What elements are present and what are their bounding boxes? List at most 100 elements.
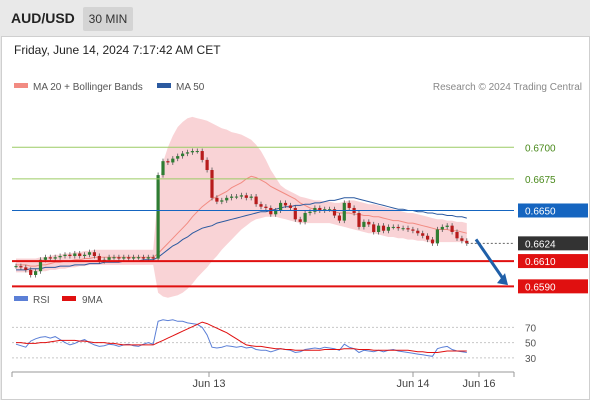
bollinger-band	[16, 116, 467, 298]
candle-body	[259, 204, 263, 207]
candle-body	[430, 239, 435, 244]
candle-body	[239, 195, 243, 197]
candle-body	[176, 156, 180, 159]
candle-body	[205, 159, 209, 171]
candle-body	[24, 267, 28, 270]
candle-body	[337, 215, 341, 221]
timeframe-button[interactable]: 30 MIN	[83, 7, 133, 31]
chart-panel: Friday, June 14, 2024 7:17:42 AM CET MA …	[1, 36, 590, 400]
candle-body	[401, 228, 405, 230]
symbol-title: AUD/USD	[11, 10, 75, 26]
time-axis: Jun 13 Jun 14 Jun 16	[11, 371, 515, 390]
candle-body	[445, 225, 449, 227]
candle-body	[249, 196, 253, 198]
forecast-arrow	[474, 238, 508, 286]
candle-body	[460, 238, 464, 241]
candle-body	[377, 225, 381, 232]
candle-body	[220, 200, 224, 202]
candle-body	[328, 209, 332, 211]
candle-body	[362, 221, 366, 227]
legend-swatch-rsi	[14, 296, 28, 301]
candle-body	[73, 253, 77, 257]
rsi-tick-label: 50	[525, 339, 537, 350]
candle-body	[293, 207, 297, 220]
chart-canvas: Friday, June 14, 2024 7:17:42 AM CET MA …	[11, 43, 588, 390]
candle-body	[264, 206, 268, 208]
candle-body	[435, 229, 439, 244]
candle-body	[279, 202, 283, 211]
candle-body	[440, 226, 444, 230]
candle-body	[146, 257, 150, 259]
candle-body	[323, 209, 327, 211]
timestamp: Friday, June 14, 2024 7:17:42 AM CET	[14, 43, 221, 57]
rsi-tick-label: 30	[525, 354, 537, 365]
arrow-head	[497, 273, 508, 286]
level-tag-bg	[518, 203, 588, 218]
candle-body	[200, 151, 204, 160]
rsi-series-RSI	[15, 319, 467, 357]
candle-body	[342, 202, 346, 221]
candle-body	[308, 211, 312, 214]
candle-body	[372, 224, 376, 232]
candle-body	[151, 257, 155, 259]
candle-body	[465, 240, 469, 244]
candle-body	[34, 271, 38, 275]
price-chart	[14, 116, 469, 298]
level-label: 0.6675	[525, 175, 556, 186]
level-tag-bg	[518, 279, 588, 294]
x-tick-label: Jun 16	[462, 378, 495, 390]
candle-body	[195, 151, 199, 153]
level-tag-bg	[518, 236, 588, 251]
rsi-series-9MA	[16, 321, 467, 353]
level-label: 0.6610	[525, 257, 556, 268]
candle-body	[367, 221, 371, 225]
ma50-line	[16, 197, 467, 271]
legend-swatch-ma50	[157, 83, 171, 88]
ma20-line	[16, 175, 467, 267]
candle-body	[381, 225, 386, 231]
candle-body	[230, 196, 234, 198]
candle-body	[53, 257, 57, 259]
candle-body	[332, 209, 337, 216]
candle-body	[117, 257, 121, 259]
level-label: 0.6700	[525, 143, 556, 154]
legend-label-rsi: RSI	[33, 295, 50, 306]
candle-body	[48, 257, 52, 259]
legend-label-9ma: 9MA	[82, 295, 103, 306]
candle-body	[411, 229, 415, 231]
candle-body	[303, 213, 307, 222]
candle-body	[254, 196, 258, 205]
candle-body	[38, 259, 43, 272]
level-label: 0.6590	[525, 282, 556, 293]
candle-body	[181, 153, 185, 157]
price-levels: 0.6700 0.6675 0.6650 0.6624 0.6610 0.6590	[12, 143, 588, 294]
candle-body	[68, 254, 72, 257]
legend-label-ma50: MA 50	[176, 82, 205, 93]
candle-body	[288, 205, 292, 208]
candle-body	[97, 256, 101, 262]
level-tag-bg	[518, 254, 588, 269]
candle-body	[269, 207, 273, 215]
candle-body	[58, 256, 62, 258]
x-tick-label: Jun 14	[396, 378, 429, 390]
legend-swatch-ma20	[14, 83, 28, 88]
candle-body	[132, 257, 136, 259]
candle-body	[63, 254, 67, 257]
candle-body	[225, 197, 229, 201]
candle-body	[83, 254, 87, 257]
candle-body	[347, 202, 351, 208]
candle-body	[112, 257, 116, 259]
candle-body	[450, 225, 454, 232]
candle-body	[396, 226, 400, 229]
candle-body	[421, 233, 425, 236]
candle-body	[92, 252, 96, 257]
rsi-chart: 70 50 30	[12, 319, 537, 365]
candle-body	[14, 266, 18, 268]
level-label: 0.6624	[525, 239, 556, 250]
header-bar: AUD/USD 30 MIN	[0, 0, 590, 36]
candle-body	[455, 231, 459, 239]
candle-body	[43, 257, 47, 260]
candle-body	[161, 161, 165, 176]
arrow-shaft	[474, 238, 506, 281]
candle-body	[156, 175, 160, 259]
